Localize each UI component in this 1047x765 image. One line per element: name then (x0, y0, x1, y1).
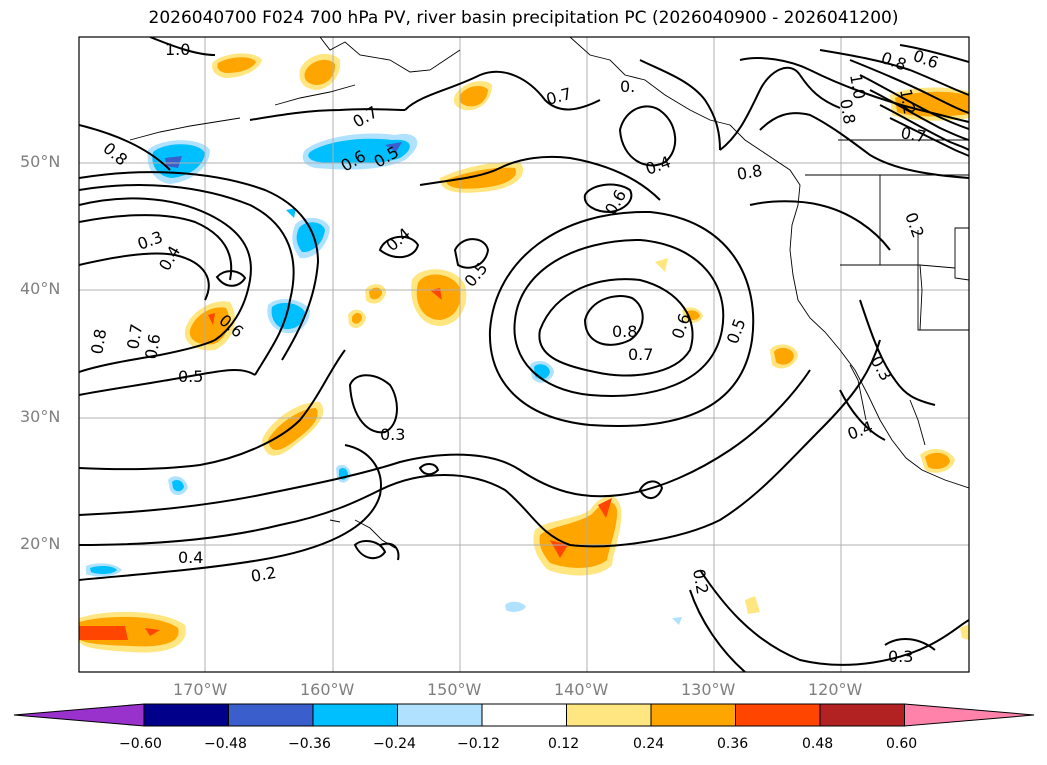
colorbar-tick: −0.24 (373, 736, 416, 752)
svg-text:0.: 0. (620, 77, 635, 96)
svg-text:0.7: 0.7 (628, 345, 653, 364)
lat-label-50n: 50°N (20, 152, 61, 171)
svg-text:1.2: 1.2 (896, 87, 919, 115)
lat-label-30n: 30°N (20, 407, 61, 426)
lat-label-40n: 40°N (20, 279, 61, 298)
svg-text:1.0: 1.0 (165, 40, 190, 59)
pv-contours (79, 37, 969, 672)
map-title: 2026040700 F024 700 hPa PV, river basin … (148, 8, 899, 28)
plot-frame (78, 36, 970, 673)
svg-text:0.8: 0.8 (735, 161, 763, 184)
contour-labels: 1.0 0.7 0.7 0.8 0.6 0.5 0.4 0.6 0.3 0.4 … (87, 40, 941, 666)
svg-text:0.7: 0.7 (123, 322, 146, 350)
colorbar-tick: 0.24 (633, 736, 665, 752)
svg-text:0.2: 0.2 (689, 567, 712, 595)
colorbar-tick: −0.12 (457, 736, 500, 752)
lon-label-120w: 120°W (808, 680, 863, 699)
svg-text:0.8: 0.8 (836, 97, 859, 125)
svg-text:0.4: 0.4 (178, 548, 203, 567)
lon-label-170w: 170°W (173, 680, 228, 699)
colorbar-tick: 0.12 (548, 736, 580, 752)
lon-label-130w: 130°W (681, 680, 736, 699)
lon-label-140w: 140°W (554, 680, 609, 699)
svg-text:0.3: 0.3 (380, 425, 405, 444)
lon-label-150w: 150°W (427, 680, 482, 699)
lat-label-20n: 20°N (20, 534, 61, 553)
svg-text:0.7: 0.7 (899, 123, 927, 146)
colorbar (13, 703, 1035, 727)
svg-text:1.0: 1.0 (846, 72, 869, 100)
colorbar-tick: 0.48 (802, 736, 834, 752)
svg-text:0.8: 0.8 (87, 327, 110, 355)
svg-text:0.6: 0.6 (141, 332, 164, 360)
positive-shading (79, 53, 969, 653)
colorbar-tick: −0.60 (119, 736, 162, 752)
colorbar-tick: −0.48 (204, 736, 247, 752)
lon-label-160w: 160°W (300, 680, 355, 699)
colorbar-tick: −0.36 (288, 736, 331, 752)
svg-text:0.2: 0.2 (249, 563, 277, 586)
colorbar-tick: 0.36 (717, 736, 749, 752)
svg-text:0.5: 0.5 (178, 367, 203, 386)
svg-text:0.8: 0.8 (612, 322, 637, 341)
negative-shading (86, 133, 682, 625)
svg-text:0.3: 0.3 (888, 647, 913, 666)
colorbar-tick: 0.60 (886, 736, 918, 752)
